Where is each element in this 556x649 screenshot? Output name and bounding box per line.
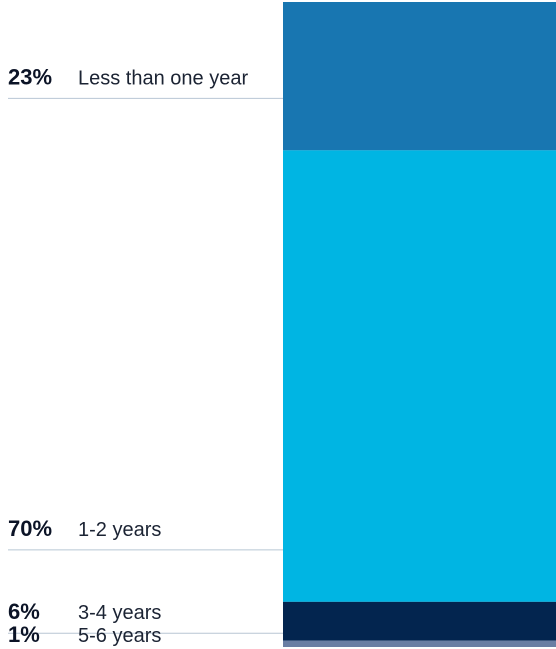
bar-segment-4 [283, 641, 556, 647]
category-label: 5-6 years [78, 625, 161, 647]
percent-label: 70% [8, 516, 52, 541]
segment-labels: 23% Less than one year 70% 1-2 years 6% 3-4 y… [8, 64, 283, 649]
category-label: 3-4 years [78, 602, 161, 624]
category-label: 1-2 years [78, 519, 161, 541]
bar-segment-1 [283, 2, 556, 150]
bar-segments [283, 2, 556, 647]
segment-label-4: 1% 5-6 years [8, 622, 283, 649]
bar-segment-3 [283, 602, 556, 641]
segment-label-2: 70% 1-2 years [8, 516, 283, 550]
category-label: Less than one year [78, 67, 248, 89]
percent-label: 6% [8, 599, 40, 624]
percent-label: 23% [8, 64, 52, 89]
segment-label-1: 23% Less than one year [8, 64, 283, 98]
percent-label: 1% [8, 622, 40, 647]
bar-segment-2 [283, 150, 556, 601]
